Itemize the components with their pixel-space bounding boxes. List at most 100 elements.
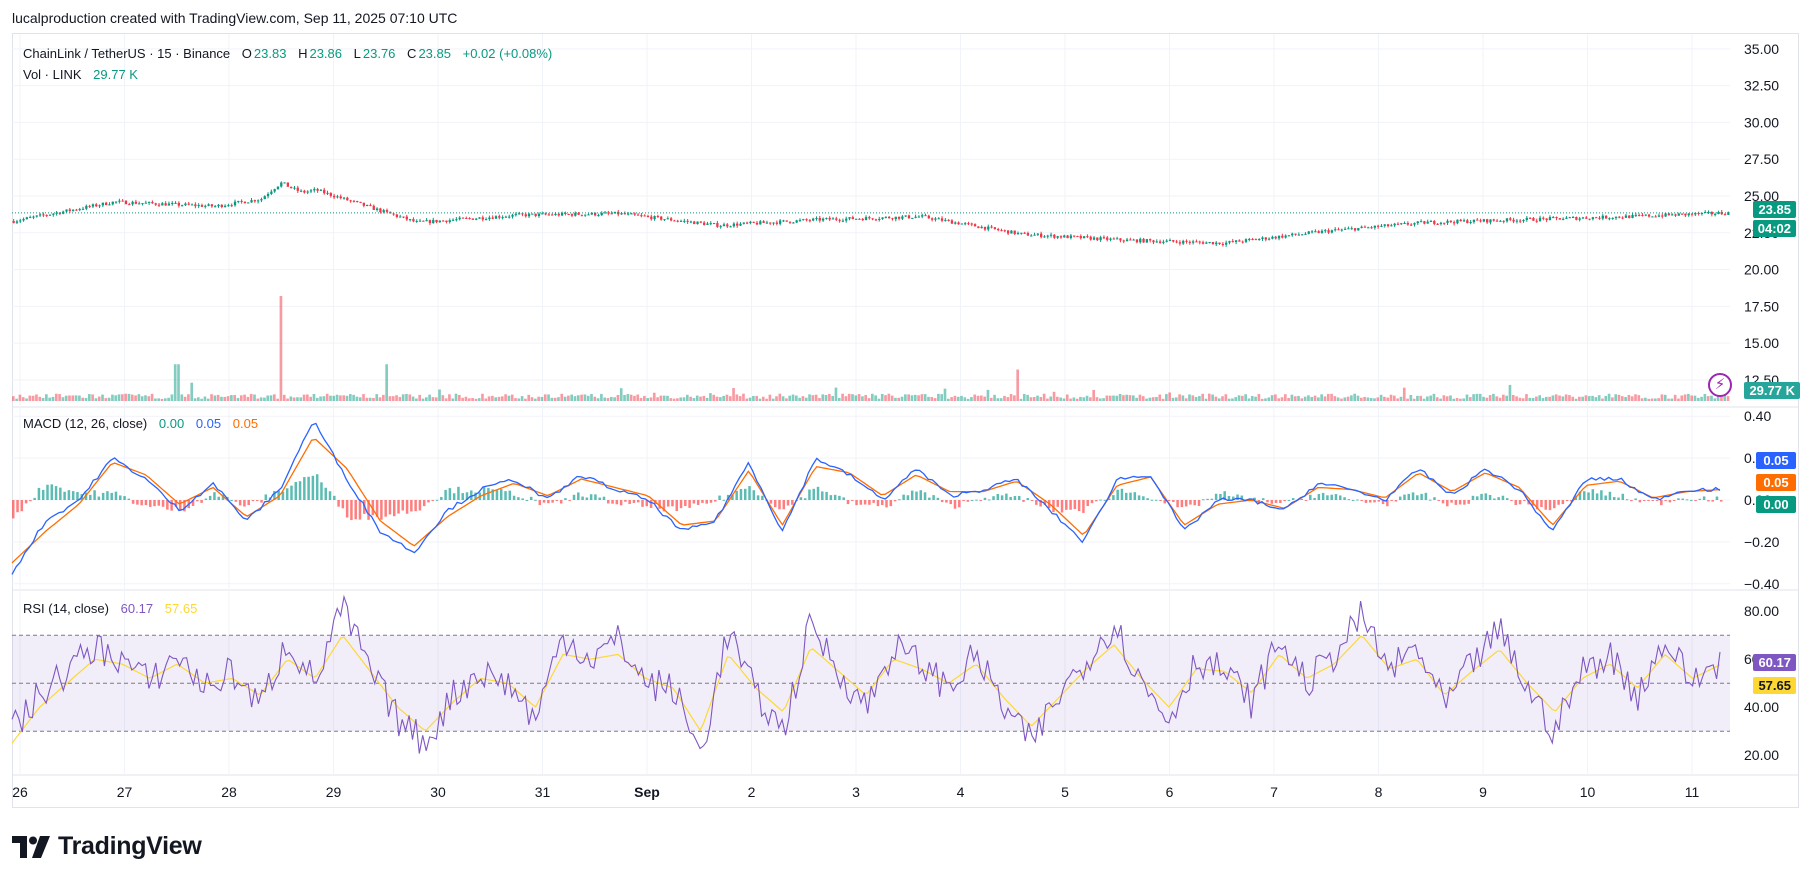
candle-body <box>1327 230 1330 233</box>
volume-bar <box>1723 394 1727 401</box>
macd-histogram-bar <box>692 500 696 504</box>
macd-label[interactable]: MACD (12, 26, close) <box>23 416 148 431</box>
volume-label[interactable]: Vol · LINK <box>23 67 82 82</box>
macd-histogram-bar <box>1416 495 1419 500</box>
volume-bar <box>652 392 656 401</box>
candle-body <box>755 222 759 225</box>
volume-bar <box>1558 395 1561 401</box>
candle-body <box>795 220 798 223</box>
volume-bar <box>173 364 177 401</box>
volume-bar <box>299 397 303 401</box>
candle-body <box>1535 220 1538 222</box>
volume-bar <box>1336 397 1340 401</box>
candle-body <box>392 213 395 215</box>
low-label: L <box>353 46 361 61</box>
candle-body <box>270 191 273 194</box>
candle-body <box>1225 242 1228 245</box>
volume-bar <box>745 398 749 401</box>
candle-body <box>1304 233 1307 235</box>
volume-bar <box>1198 396 1201 401</box>
candle-body <box>584 214 587 216</box>
volume-bar <box>1085 395 1089 401</box>
volume-bar <box>1135 397 1138 401</box>
candle-body <box>1651 216 1654 218</box>
candle-body <box>256 200 260 202</box>
macd-axis-label: 0.40 <box>1744 408 1771 424</box>
symbol-label[interactable]: ChainLink / TetherUS · 15 · Binance <box>23 46 231 61</box>
volume-bar <box>874 395 877 401</box>
macd-histogram-bar <box>859 500 863 505</box>
candle-body <box>405 216 408 220</box>
candle-body <box>1591 217 1595 220</box>
candle-body <box>514 214 517 216</box>
macd-histogram-bar <box>1458 500 1462 505</box>
candle-body <box>296 187 299 191</box>
volume-bar <box>1706 396 1710 401</box>
volume-bar <box>1432 393 1436 401</box>
volume-bar <box>477 398 481 401</box>
candle-body <box>1677 213 1680 216</box>
candle-body <box>650 216 653 220</box>
time-tick-label: 28 <box>221 784 237 800</box>
volume-bar <box>54 393 58 401</box>
candle-body <box>432 219 435 224</box>
volume-bar <box>315 397 319 401</box>
candle-body <box>1023 232 1026 234</box>
volume-bar <box>904 394 907 401</box>
volume-bar <box>576 395 580 401</box>
macd-histogram-bar <box>1180 500 1184 508</box>
macd-histogram-bar <box>1587 492 1590 500</box>
volume-bar <box>1660 394 1664 401</box>
candle-body <box>501 217 504 219</box>
volume-bar <box>600 393 603 401</box>
macd-histogram-bar <box>1347 499 1351 501</box>
candle-body <box>1545 218 1548 221</box>
macd-histogram-bar <box>1184 500 1188 507</box>
candle-body <box>498 216 501 218</box>
volume-bar <box>676 398 679 401</box>
volume-bar <box>636 394 640 401</box>
volume-bar <box>768 394 772 401</box>
candle-body <box>55 212 58 214</box>
macd-histogram-bar <box>384 500 387 517</box>
macd-histogram-bar <box>889 500 893 507</box>
candle-body <box>1367 227 1370 229</box>
volume-bar <box>1726 396 1730 401</box>
macd-histogram-bar <box>410 500 413 512</box>
volume-bar <box>302 394 306 401</box>
macd-histogram-bar <box>1056 500 1059 507</box>
lightning-icon[interactable]: ⚡ <box>1708 373 1732 397</box>
macd-histogram-bar <box>1685 499 1689 501</box>
volume-bar <box>507 395 511 401</box>
candle-body <box>1360 226 1363 229</box>
macd-histogram-bar <box>200 500 203 503</box>
rsi-label[interactable]: RSI (14, close) <box>23 601 109 616</box>
candle-body <box>1215 242 1218 245</box>
candle-body <box>1661 215 1664 217</box>
macd-histogram-bar <box>208 495 212 500</box>
candle-body <box>888 216 891 219</box>
volume-bar <box>1307 395 1310 401</box>
low-value: 23.76 <box>362 46 396 61</box>
macd-histogram-bar <box>1107 498 1111 500</box>
candle-body <box>600 212 603 216</box>
volume-bar <box>864 394 868 401</box>
macd-histogram-bar <box>1060 500 1064 513</box>
volume-bar <box>1191 395 1195 401</box>
candle-body <box>1528 217 1532 219</box>
volume-bar <box>286 398 289 401</box>
volume-bar <box>715 396 719 401</box>
candle-body <box>1324 230 1327 232</box>
volume-bar <box>464 396 468 401</box>
candle-body <box>1505 218 1509 222</box>
volume-bar <box>375 394 379 401</box>
macd-histogram-bar <box>1287 499 1291 501</box>
candle-body <box>1436 223 1439 225</box>
candle-body <box>1614 216 1618 219</box>
macd-histogram-bar <box>495 490 499 500</box>
macd-histogram-bar <box>166 500 169 510</box>
candle-body <box>15 221 19 223</box>
tradingview-logo[interactable]: TradingView <box>12 832 202 861</box>
macd-histogram-bar <box>1334 494 1338 500</box>
